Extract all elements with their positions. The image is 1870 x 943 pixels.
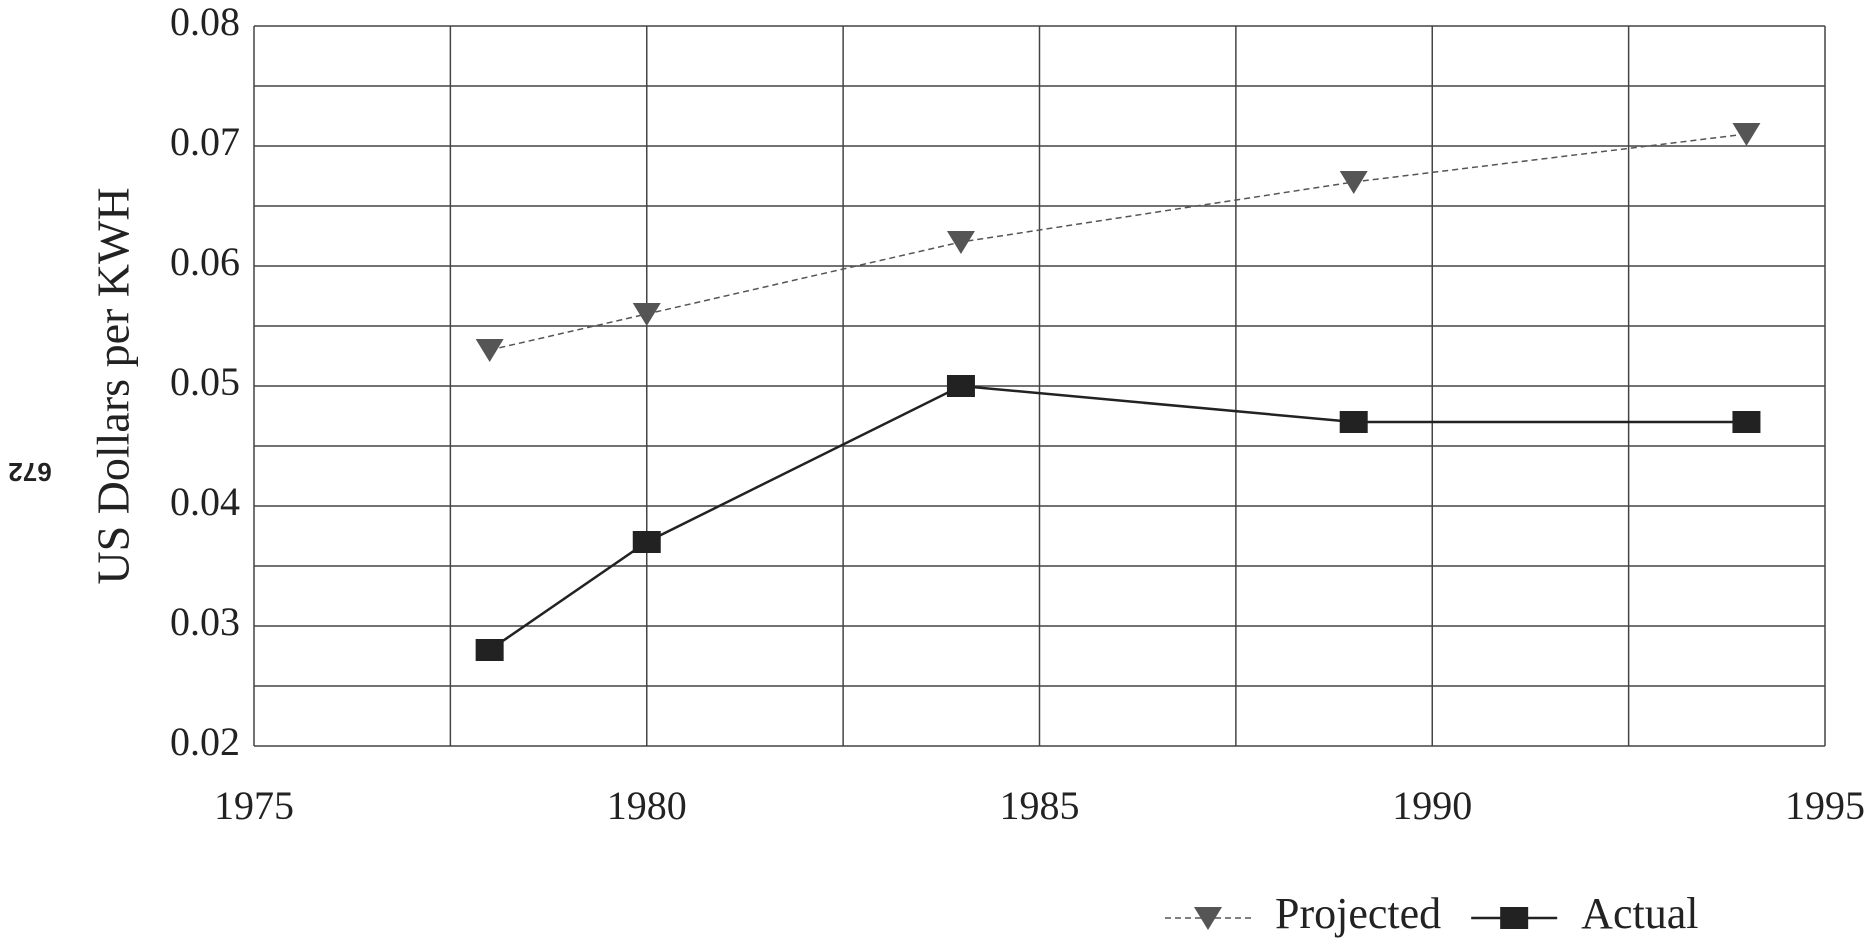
y-tick-label: 0.08 <box>170 0 240 44</box>
point <box>1339 411 1368 433</box>
x-tick-label: 1980 <box>607 783 687 828</box>
y-axis-label: US Dollars per KWH <box>88 187 139 584</box>
page-number: 672 <box>8 457 51 487</box>
x-tick-label: 1975 <box>214 783 294 828</box>
point <box>1339 171 1368 194</box>
point <box>1732 123 1761 146</box>
point <box>1732 411 1761 433</box>
x-tick-label: 1990 <box>1392 783 1472 828</box>
series-line <box>488 384 1747 652</box>
legend-label: Projected <box>1275 889 1441 938</box>
series-line <box>489 133 1747 351</box>
y-tick-label: 0.07 <box>170 119 240 164</box>
y-tick-label: 0.02 <box>170 719 240 764</box>
point <box>475 639 504 661</box>
legend-label: Actual <box>1581 889 1698 938</box>
y-tick-label: 0.05 <box>170 359 240 404</box>
legend-marker <box>1194 907 1222 930</box>
y-tick-label: 0.06 <box>170 239 240 284</box>
point <box>946 231 975 254</box>
point <box>946 375 975 397</box>
x-tick-label: 1995 <box>1785 783 1865 828</box>
point <box>632 531 661 553</box>
legend-marker <box>1500 907 1529 929</box>
point <box>475 339 504 362</box>
y-tick-label: 0.04 <box>170 479 240 524</box>
x-tick-label: 1985 <box>1000 783 1080 828</box>
y-tick-label: 0.03 <box>170 599 240 644</box>
point <box>632 303 661 326</box>
